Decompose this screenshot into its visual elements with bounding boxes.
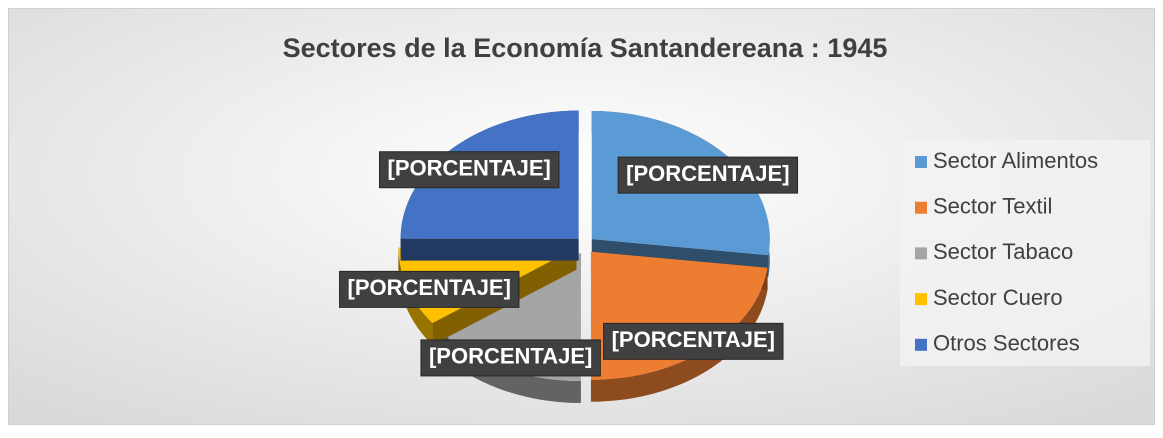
chart-title: Sectores de la Economía Santandereana : … <box>283 33 888 63</box>
legend-label: Sector Cuero <box>933 285 1063 310</box>
legend-swatch <box>915 201 927 214</box>
data-label-box <box>603 322 784 360</box>
data-label-text: [PORCENTAJE] <box>348 275 511 300</box>
slice-wall <box>400 238 579 261</box>
legend-box <box>900 140 1150 366</box>
legend-swatch <box>915 156 927 168</box>
data-label: [PORCENTAJE] <box>603 322 784 360</box>
data-label: [PORCENTAJE] <box>379 151 560 189</box>
legend-label: Sector Textil <box>933 194 1052 219</box>
data-label: [PORCENTAJE] <box>339 270 520 308</box>
data-label-text: [PORCENTAJE] <box>388 156 551 181</box>
data-label: [PORCENTAJE] <box>617 156 799 194</box>
legend-swatch <box>915 338 927 351</box>
data-label-text: [PORCENTAJE] <box>626 161 789 186</box>
data-label-box <box>420 339 601 377</box>
data-label-text: [PORCENTAJE] <box>429 344 592 369</box>
data-label-box <box>339 270 520 308</box>
data-label-text: [PORCENTAJE] <box>612 327 775 352</box>
legend-label: Sector Alimentos <box>933 148 1098 173</box>
legend-label: Sector Tabaco <box>933 239 1073 264</box>
data-label: [PORCENTAJE] <box>420 339 601 377</box>
slice-side <box>398 247 433 346</box>
data-label-box <box>617 156 799 194</box>
legend-swatch <box>915 247 927 260</box>
legend-swatch <box>915 293 927 306</box>
legend-label: Otros Sectores <box>933 331 1080 356</box>
slice-side <box>436 328 581 404</box>
data-label-box <box>379 151 560 189</box>
